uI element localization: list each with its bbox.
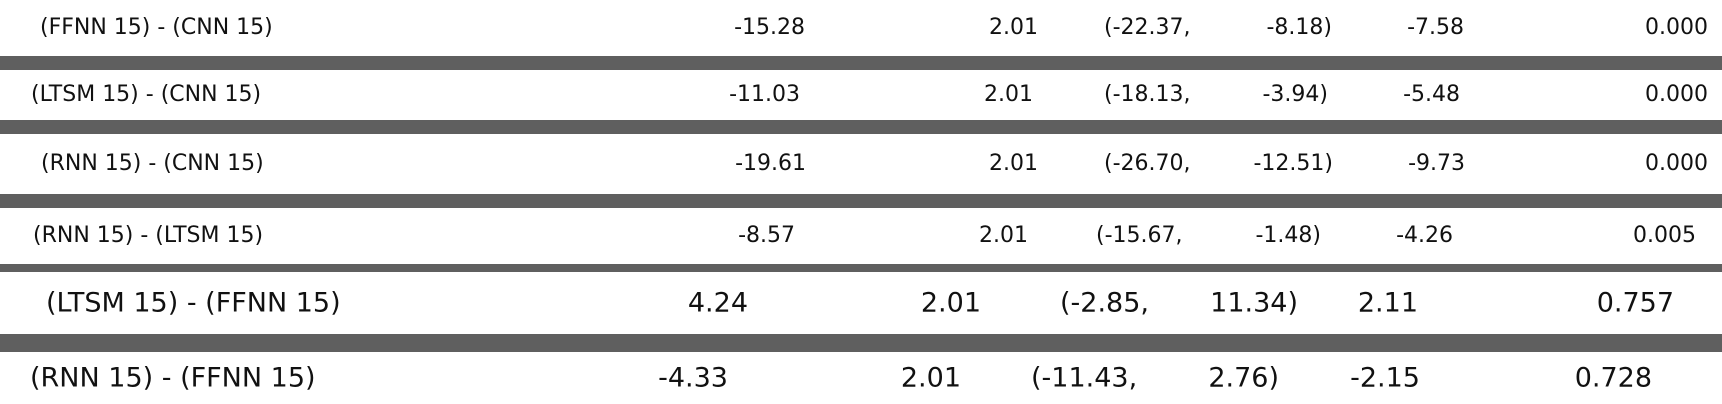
standard-error-value: 2.01 — [900, 362, 961, 394]
row-divider — [0, 334, 1722, 352]
confidence-interval-upper: 2.76) — [1208, 362, 1279, 394]
confidence-interval-upper: -12.51) — [1253, 151, 1333, 176]
t-value: -4.26 — [1396, 223, 1453, 248]
difference-value: -8.57 — [738, 223, 795, 248]
p-value: 0.757 — [1596, 287, 1674, 319]
confidence-interval-lower: (-26.70, — [1104, 151, 1191, 176]
row-divider — [0, 56, 1722, 70]
row-divider — [0, 194, 1722, 208]
standard-error-value: 2.01 — [989, 151, 1038, 176]
row-divider — [0, 264, 1722, 272]
difference-value: -4.33 — [658, 362, 728, 394]
table-row: (RNN 15) - (CNN 15) -19.61 2.01 (-26.70,… — [0, 134, 1722, 194]
standard-error-value: 2.01 — [984, 82, 1033, 107]
t-value: -2.15 — [1350, 362, 1420, 394]
t-value: -7.58 — [1407, 15, 1464, 40]
table-row: (LTSM 15) - (CNN 15) -11.03 2.01 (-18.13… — [0, 70, 1722, 120]
t-value: 2.11 — [1357, 287, 1418, 319]
confidence-interval-lower: (-11.43, — [1031, 362, 1138, 394]
table-row: (RNN 15) - (LTSM 15) -8.57 2.01 (-15.67,… — [0, 208, 1722, 264]
t-value: -9.73 — [1408, 151, 1465, 176]
confidence-interval-upper: -1.48) — [1255, 223, 1321, 248]
confidence-interval-lower: (-22.37, — [1104, 15, 1191, 40]
row-divider — [0, 120, 1722, 134]
standard-error-value: 2.01 — [979, 223, 1028, 248]
confidence-interval-lower: (-2.85, — [1060, 287, 1149, 319]
difference-value: -19.61 — [735, 151, 806, 176]
comparison-label: (LTSM 15) - (CNN 15) — [31, 82, 262, 107]
p-value: 0.728 — [1574, 362, 1652, 394]
comparison-label: (RNN 15) - (LTSM 15) — [33, 223, 264, 248]
p-value: 0.000 — [1645, 15, 1708, 40]
t-value: -5.48 — [1403, 82, 1460, 107]
comparison-label: (FFNN 15) - (CNN 15) — [40, 15, 273, 40]
table-row: (FFNN 15) - (CNN 15) -15.28 2.01 (-22.37… — [0, 0, 1722, 56]
confidence-interval-upper: -8.18) — [1266, 15, 1332, 40]
table-row: (RNN 15) - (FFNN 15) -4.33 2.01 (-11.43,… — [0, 352, 1722, 404]
comparison-label: (RNN 15) - (CNN 15) — [41, 151, 264, 176]
difference-value: 4.24 — [687, 287, 748, 319]
p-value: 0.005 — [1633, 223, 1696, 248]
standard-error-value: 2.01 — [920, 287, 981, 319]
standard-error-value: 2.01 — [989, 15, 1038, 40]
confidence-interval-lower: (-15.67, — [1096, 223, 1183, 248]
difference-value: -11.03 — [729, 82, 800, 107]
confidence-interval-upper: -3.94) — [1262, 82, 1328, 107]
comparison-label: (LTSM 15) - (FFNN 15) — [46, 287, 341, 319]
confidence-interval-lower: (-18.13, — [1104, 82, 1191, 107]
difference-value: -15.28 — [734, 15, 805, 40]
confidence-interval-upper: 11.34) — [1210, 287, 1298, 319]
p-value: 0.000 — [1645, 82, 1708, 107]
table-row: (LTSM 15) - (FFNN 15) 4.24 2.01 (-2.85, … — [0, 272, 1722, 334]
comparison-label: (RNN 15) - (FFNN 15) — [30, 362, 316, 394]
p-value: 0.000 — [1645, 151, 1708, 176]
